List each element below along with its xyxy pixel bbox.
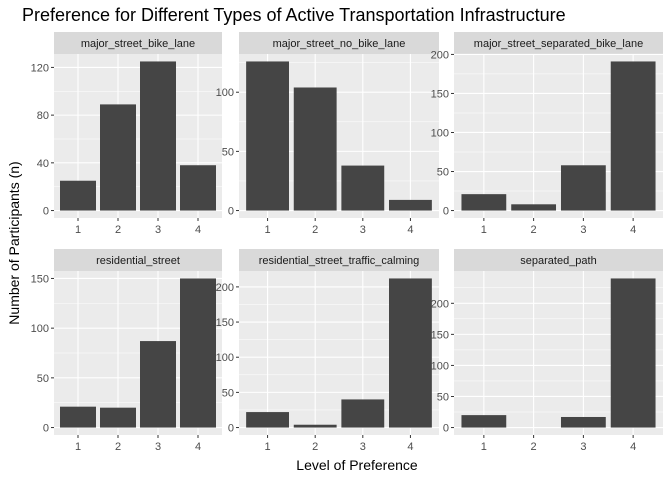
y-tick-label: 200 [431,298,449,310]
bar-separated_path-3 [560,416,606,428]
y-tick-label: 0 [43,206,49,218]
y-tick-label: 80 [37,110,49,122]
bar-residential_street_traffic_calming-2 [293,424,337,428]
facet-strip-label: residential_street_traffic_calming [259,255,420,267]
y-tick-label: 40 [37,158,49,170]
y-tick-label: 100 [216,87,234,99]
bar-major_street_bike_lane-4 [180,165,216,211]
y-tick-label: 150 [31,273,49,285]
x-tick-label: 3 [155,441,161,453]
bar-major_street_bike_lane-3 [140,61,176,211]
facet-strip-label: major_street_separated_bike_lane [474,38,643,50]
x-tick-label: 2 [531,441,537,453]
bar-residential_street_traffic_calming-3 [341,399,385,428]
y-tick-label: 0 [43,423,49,435]
y-tick-label: 50 [37,373,49,385]
x-tick-label: 4 [407,441,413,453]
facet-strip-label: major_street_no_bike_lane [273,38,406,50]
facet-panel-separated_path: separated_path 0 50 100 150 200 1 2 3 4 [431,249,663,453]
bar-major_street_separated_bike_lane-1 [461,194,507,211]
y-tick-label: 150 [431,329,449,341]
bar-residential_street_traffic_calming-4 [389,278,432,428]
bar-major_street_no_bike_lane-1 [246,61,289,211]
x-tick-label: 4 [630,224,636,236]
x-tick-label: 1 [75,441,81,453]
facet-panel-residential_street_traffic_calming: residential_street_traffic_calming 0 50 100… [216,249,439,453]
bar-residential_street_traffic_calming-1 [246,412,289,428]
y-tick-label: 50 [222,146,234,158]
bar-residential_street-2 [100,407,136,428]
facet-panel-major_street_no_bike_lane: major_street_no_bike_lane 0 50 100 1 2 3 4 [216,32,439,236]
x-tick-label: 4 [195,441,201,453]
facet-strip [239,249,439,271]
x-tick-label: 3 [360,224,366,236]
y-tick-label: 50 [222,387,234,399]
facet-panel-major_street_separated_bike_lane: major_street_separated_bike_lane 0 50 100 15… [431,32,663,236]
facet-strip-label: major_street_bike_lane [81,38,195,50]
x-tick-label: 3 [360,441,366,453]
x-tick-label: 1 [75,224,81,236]
x-axis-title: Level of Preference [296,457,418,473]
y-tick-label: 100 [31,323,49,335]
bar-major_street_no_bike_lane-2 [293,87,337,211]
x-tick-label: 1 [265,441,271,453]
facet-strip [454,249,663,271]
bar-major_street_no_bike_lane-4 [389,199,432,211]
facet-strip-label: separated_path [520,255,596,267]
facet-panel-major_street_bike_lane: major_street_bike_lane 0 40 80 120 1 2 3 4 [31,32,222,236]
y-tick-label: 50 [437,391,449,403]
y-tick-label: 120 [31,62,49,74]
bar-major_street_separated_bike_lane-4 [610,61,656,211]
x-tick-label: 4 [407,224,413,236]
y-tick-label: 50 [437,167,449,179]
bar-residential_street-1 [60,406,96,428]
y-tick-label: 150 [431,88,449,100]
x-tick-label: 2 [312,441,318,453]
x-tick-label: 1 [481,441,487,453]
y-tick-label: 200 [216,282,234,294]
y-tick-label: 0 [228,423,234,435]
x-tick-label: 1 [481,224,487,236]
x-tick-label: 1 [265,224,271,236]
chart-title: Preference for Different Types of Active… [22,5,566,25]
y-tick-label: 100 [431,360,449,372]
bar-major_street_bike_lane-2 [100,104,136,211]
y-tick-label: 100 [216,352,234,364]
y-tick-label: 100 [431,127,449,139]
bar-residential_street-3 [140,341,176,428]
bar-major_street_bike_lane-1 [60,180,96,211]
y-tick-label: 150 [216,317,234,329]
x-tick-label: 2 [531,224,537,236]
bar-separated_path-1 [461,415,507,428]
x-tick-label: 4 [195,224,201,236]
y-axis-title: Number of Participants (n) [6,161,22,324]
x-tick-label: 2 [312,224,318,236]
bar-major_street_separated_bike_lane-3 [560,165,606,211]
x-tick-label: 2 [115,441,121,453]
bar-separated_path-4 [610,278,656,428]
x-tick-label: 2 [115,224,121,236]
x-tick-label: 3 [580,441,586,453]
facet-strip [454,32,663,54]
y-tick-label: 200 [431,49,449,61]
x-tick-label: 4 [630,441,636,453]
y-tick-label: 0 [228,206,234,218]
facet-strip [239,32,439,54]
facet-strip [54,32,222,54]
x-tick-label: 3 [580,224,586,236]
facet-panel-residential_street: residential_street 0 50 100 150 1 2 3 4 [31,249,222,453]
y-tick-label: 0 [443,423,449,435]
facet-strip [54,249,222,271]
bar-major_street_no_bike_lane-3 [341,165,385,211]
y-tick-label: 0 [443,206,449,218]
facet-strip-label: residential_street [96,255,180,267]
bar-residential_street-4 [180,278,216,428]
x-tick-label: 3 [155,224,161,236]
bar-major_street_separated_bike_lane-2 [511,204,557,211]
